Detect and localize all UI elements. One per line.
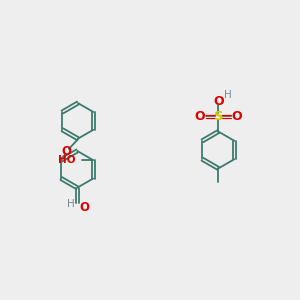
Text: HO: HO — [58, 155, 76, 165]
Text: O: O — [213, 95, 224, 108]
Text: O: O — [61, 145, 72, 158]
Text: H: H — [67, 199, 74, 209]
Text: O: O — [195, 110, 205, 123]
Text: H: H — [224, 90, 232, 100]
Text: O: O — [80, 201, 90, 214]
Text: S: S — [214, 110, 223, 123]
Text: O: O — [232, 110, 242, 123]
